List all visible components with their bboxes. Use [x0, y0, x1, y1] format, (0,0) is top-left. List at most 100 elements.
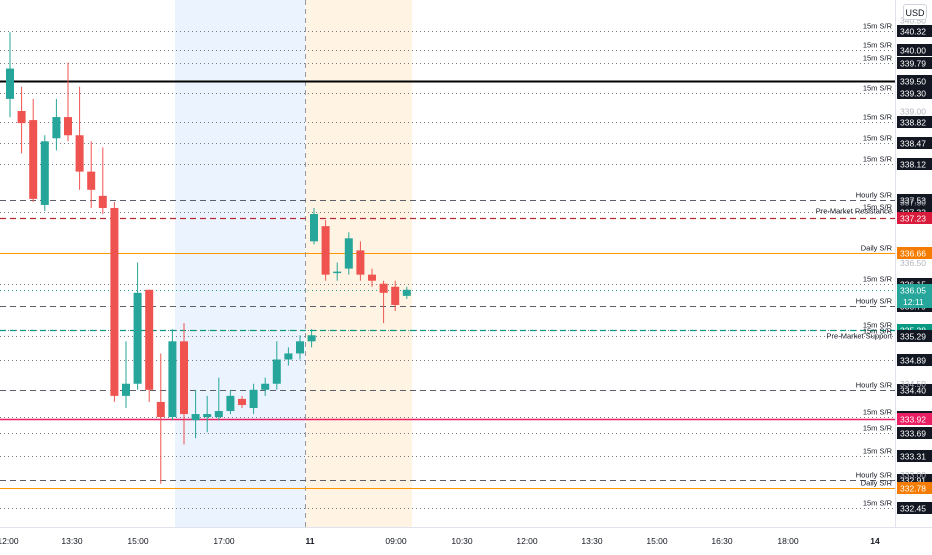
time-axis-tick: 18:00 [777, 536, 799, 546]
candle-body [145, 290, 153, 390]
candle-body [333, 272, 341, 274]
candle[interactable] [110, 202, 118, 402]
candle-body [345, 238, 353, 268]
price-tag-label: 332.78 [900, 484, 926, 494]
candle-body [6, 69, 14, 99]
price-axis-tick: 337.50 [900, 197, 926, 207]
level-label: 15m S/R [863, 84, 893, 93]
candle[interactable] [322, 220, 330, 281]
time-axis-tick: 10:30 [451, 536, 473, 546]
candle-body [284, 353, 292, 359]
level-label: Hourly S/R [856, 191, 893, 200]
candle-body [308, 335, 316, 341]
candle-body [64, 117, 72, 135]
price-tag-label: 334.89 [900, 356, 926, 366]
time-axis-tick: 13:30 [61, 536, 83, 546]
price-tag-label: 337.23 [900, 214, 926, 224]
level-label: 15m S/R [863, 155, 893, 164]
candle-body [29, 120, 37, 199]
price-tag-label: 339.30 [900, 89, 926, 99]
current-price-label: 336.05 [900, 286, 926, 296]
candle-body [180, 341, 188, 414]
level-label: 15m S/R [863, 113, 893, 122]
candle-body [110, 208, 118, 396]
level-label: 15m S/R [863, 447, 893, 456]
price-tag-label: 335.29 [900, 332, 926, 342]
level-label: 15m S/R [863, 22, 893, 31]
level-label: Hourly S/R [856, 297, 893, 306]
level-label: 15m S/R [863, 408, 893, 417]
time-axis-tick: 14 [870, 536, 880, 546]
candle[interactable] [168, 329, 176, 420]
candle-body [18, 111, 26, 123]
level-label: Hourly S/R [856, 381, 893, 390]
time-axis[interactable]: 12:00 13:30 15:00 17:00 11 09:00 10:30 12:00 13:… [0, 527, 932, 550]
time-axis-tick: 12:00 [0, 536, 19, 546]
time-axis-tick: 17:00 [213, 536, 235, 546]
time-axis-tick: 11 [306, 536, 315, 546]
time-axis-tick: 12:00 [516, 536, 538, 546]
candle-body [310, 214, 318, 241]
price-tag-label: 333.92 [900, 415, 926, 425]
candle-body [261, 384, 269, 390]
candle-body [168, 341, 176, 417]
currency-button[interactable]: USD [903, 4, 927, 20]
candle-body [192, 414, 200, 420]
price-tag-label: 340.00 [900, 46, 926, 56]
time-axis-tick: 15:00 [127, 536, 149, 546]
price-tag-label: 338.82 [900, 118, 926, 128]
candle-body [52, 117, 60, 138]
candle-countdown: 12:11 [903, 297, 924, 307]
price-tag-label: 339.79 [900, 59, 926, 69]
price-axis-tick: 336.50 [900, 258, 926, 268]
extended-hours-shade [175, 0, 305, 527]
candle[interactable] [41, 135, 49, 211]
candle-body [87, 172, 95, 190]
level-label: Daily S/R [861, 244, 893, 253]
candle-body [157, 402, 165, 417]
price-tag-label: 338.47 [900, 139, 926, 149]
price-tag-label: 338.12 [900, 160, 926, 170]
candle-body [368, 275, 376, 281]
candle-body [380, 284, 388, 293]
candle-body [203, 414, 211, 417]
candle-body [238, 399, 246, 405]
time-axis-tick: 16:30 [711, 536, 733, 546]
price-tag-label: 339.50 [900, 77, 926, 87]
candle-body [226, 396, 234, 411]
level-label: 15m S/R [863, 275, 893, 284]
price-tag-label: 340.32 [900, 27, 926, 37]
level-label: 15m S/R [863, 327, 893, 336]
price-tag-label: 333.69 [900, 429, 926, 439]
candle-body [215, 411, 223, 417]
level-label: 15m S/R [863, 134, 893, 143]
candle-body [391, 287, 399, 305]
level-label: Daily S/R [861, 479, 893, 488]
candle-body [273, 360, 281, 384]
time-axis-tick: 15:00 [646, 536, 668, 546]
level-label: Pre-Market Resistance [816, 207, 892, 216]
candle-body [134, 293, 142, 384]
level-label: 15m S/R [863, 41, 893, 50]
price-tag-label: 332.45 [900, 504, 926, 514]
candle-body [322, 226, 330, 274]
price-axis-tick: 333.00 [900, 470, 926, 480]
time-axis-tick: 13:30 [581, 536, 603, 546]
candle-body [403, 290, 411, 296]
candle-body [122, 384, 130, 396]
candle-body [296, 341, 304, 353]
candle[interactable] [345, 232, 353, 274]
price-axis-tick: 339.00 [900, 107, 926, 117]
level-label: 15m S/R [863, 424, 893, 433]
time-axis-tick: 09:00 [385, 536, 407, 546]
price-tag-label: 333.31 [900, 452, 926, 462]
candle[interactable] [145, 290, 153, 402]
candle-body [99, 196, 107, 208]
candle-body [250, 390, 258, 408]
price-tag-label: 336.66 [900, 249, 926, 259]
candle-body [41, 141, 49, 205]
level-label: 15m S/R [863, 54, 893, 63]
level-label: 15m S/R [863, 499, 893, 508]
